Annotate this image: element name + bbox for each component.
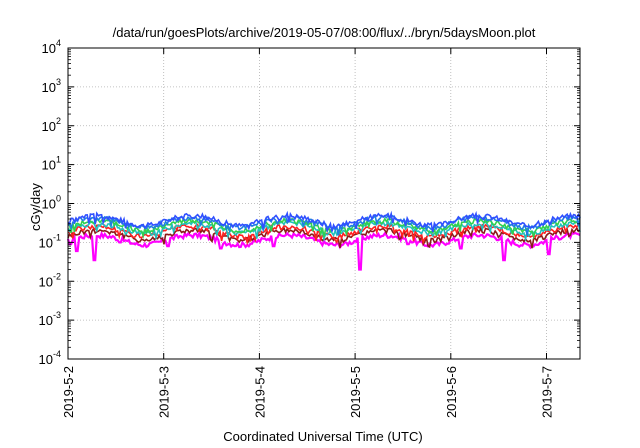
x-tick-label: 2019-5-6 — [444, 366, 459, 418]
series-group — [66, 210, 581, 271]
y-tick-label: 100 — [42, 194, 61, 212]
y-tick-label: 101 — [42, 155, 61, 173]
y-tick-label: 10-3 — [39, 310, 61, 328]
series-line — [67, 210, 581, 233]
y-tick-label: 104 — [42, 38, 61, 56]
chart-title: /data/run/goesPlots/archive/2019-05-07/0… — [113, 25, 536, 40]
series-line — [67, 216, 581, 240]
x-tick-label: 2019-5-5 — [348, 366, 363, 418]
y-tick-label: 10-1 — [39, 232, 61, 250]
x-tick-label: 2019-5-3 — [157, 366, 172, 418]
x-tick-label: 2019-5-2 — [61, 366, 76, 418]
series-line — [67, 219, 581, 243]
x-tick-label: 2019-5-7 — [540, 366, 555, 418]
x-axis-label: Coordinated Universal Time (UTC) — [223, 429, 422, 444]
x-tick-label: 2019-5-4 — [252, 366, 267, 418]
y-tick-label: 102 — [42, 116, 61, 134]
axes: 10-4 10-3 10-2 10-1 100 101 102 103 104 2019-5-2 2… — [39, 38, 581, 418]
plot-frame — [67, 47, 581, 360]
y-tick-label: 103 — [42, 77, 61, 95]
y-axis-label: cGy/day — [28, 183, 43, 231]
grid — [68, 48, 580, 359]
y-tick-label: 10-2 — [39, 271, 61, 289]
y-tick-label: 10-4 — [39, 349, 61, 367]
